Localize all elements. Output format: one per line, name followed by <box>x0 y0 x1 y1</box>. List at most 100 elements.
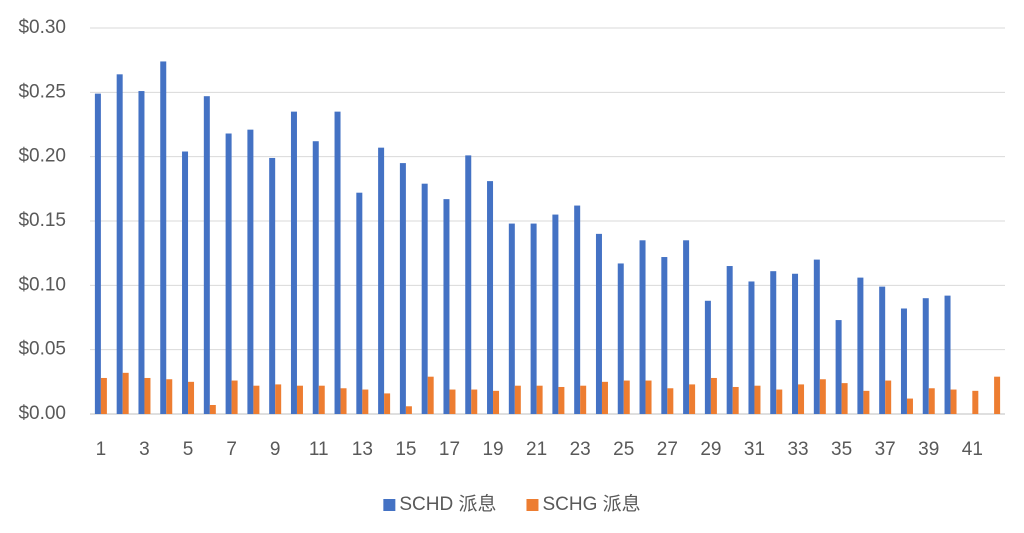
bar <box>138 91 145 415</box>
bar <box>514 385 521 414</box>
bar <box>253 385 260 414</box>
bar <box>928 388 935 414</box>
x-tick-label: 13 <box>352 439 373 460</box>
bar <box>819 379 826 414</box>
bar <box>290 111 297 414</box>
bar <box>994 376 1001 414</box>
bar <box>427 376 434 414</box>
bar <box>443 199 450 414</box>
bar <box>362 389 369 414</box>
bar <box>122 372 129 414</box>
x-tick-label: 35 <box>831 439 852 460</box>
bar <box>188 381 195 414</box>
y-tick-label: $0.00 <box>18 403 66 424</box>
legend-label: SCHG 派息 <box>542 493 640 515</box>
bar <box>318 385 325 414</box>
bar <box>209 404 216 414</box>
bar <box>231 380 238 414</box>
x-tick-label: 27 <box>657 439 678 460</box>
bar <box>900 308 907 414</box>
bar <box>421 183 428 414</box>
bar <box>203 96 210 415</box>
bar <box>683 240 690 414</box>
legend-swatch <box>526 499 539 511</box>
bar <box>574 205 581 414</box>
x-tick-label: 39 <box>918 439 939 460</box>
bar <box>922 298 929 414</box>
bar <box>601 381 608 414</box>
x-tick-label: 1 <box>96 439 107 460</box>
bar <box>449 389 456 414</box>
bar <box>182 151 189 414</box>
bar <box>857 277 864 414</box>
bar <box>863 390 870 414</box>
x-tick-label: 19 <box>482 439 503 460</box>
bar <box>645 380 652 414</box>
y-tick-label: $0.10 <box>18 274 66 295</box>
bar <box>623 380 630 414</box>
bar <box>798 384 805 414</box>
bar <box>471 389 478 414</box>
y-tick-label: $0.25 <box>18 81 66 102</box>
bar <box>906 398 913 414</box>
bar <box>704 300 711 414</box>
x-tick-label: 31 <box>744 439 765 460</box>
bar <box>296 385 303 414</box>
bar <box>813 259 820 414</box>
x-tick-label: 41 <box>962 439 983 460</box>
bar <box>160 61 167 414</box>
bar <box>748 281 755 414</box>
bar <box>225 133 232 415</box>
x-tick-label: 11 <box>309 439 329 460</box>
x-tick-label: 25 <box>613 439 634 460</box>
bar <box>275 384 282 414</box>
bar <box>247 129 254 414</box>
bar <box>530 223 537 414</box>
bar <box>689 384 696 414</box>
bar <box>950 389 957 414</box>
bar <box>558 386 565 414</box>
bar <box>116 74 123 414</box>
bar <box>754 385 761 414</box>
x-tick-label: 29 <box>700 439 721 460</box>
bar <box>356 192 363 414</box>
bar <box>792 273 799 414</box>
bar <box>885 380 892 414</box>
bar <box>340 388 347 414</box>
bar <box>378 147 385 414</box>
x-tick-label: 23 <box>570 439 591 460</box>
x-tick-label: 7 <box>226 439 237 460</box>
bar <box>944 295 951 414</box>
bar <box>487 181 494 414</box>
y-tick-label: $0.05 <box>18 339 66 360</box>
bar <box>312 141 319 414</box>
bar <box>269 157 276 414</box>
y-tick-label: $0.30 <box>18 17 66 38</box>
bar <box>972 390 979 414</box>
bar <box>166 379 173 414</box>
bar <box>776 389 783 414</box>
bar <box>835 320 842 414</box>
legend-swatch <box>383 499 396 511</box>
bar <box>732 386 739 414</box>
x-tick-label: 33 <box>787 439 808 460</box>
bar <box>334 111 341 414</box>
y-tick-label: $0.20 <box>18 146 66 167</box>
bar <box>879 286 886 414</box>
legend-label: SCHD 派息 <box>399 493 496 515</box>
bar <box>770 271 777 414</box>
bar <box>841 383 848 414</box>
x-tick-label: 37 <box>875 439 896 460</box>
bar <box>580 385 587 414</box>
bar <box>595 233 602 414</box>
bar <box>465 155 472 414</box>
bar <box>94 93 101 415</box>
x-tick-label: 17 <box>439 439 460 460</box>
bar <box>405 406 412 414</box>
bar <box>667 388 674 414</box>
bar <box>493 390 500 414</box>
bar <box>508 223 515 414</box>
bar <box>710 377 717 414</box>
